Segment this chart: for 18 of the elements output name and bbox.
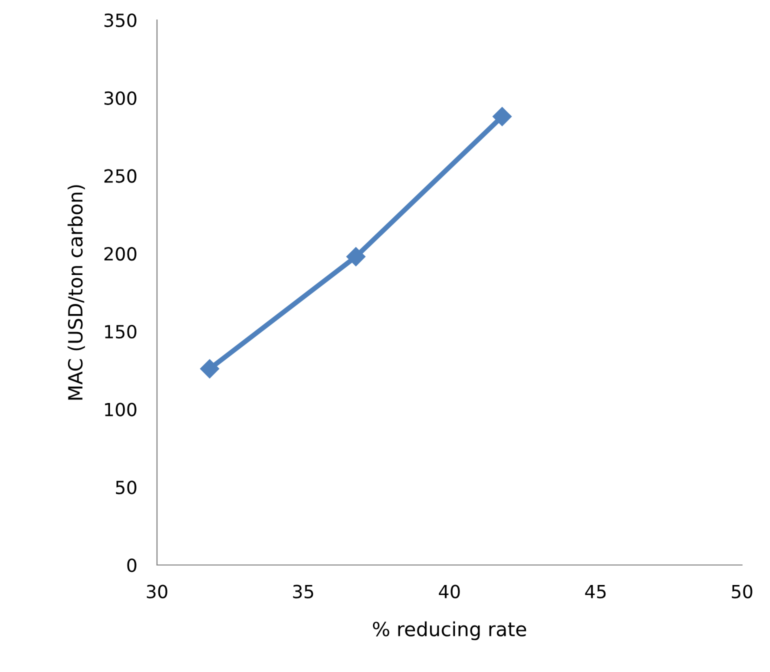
x-tick-label: 50 (732, 584, 752, 598)
point (200, 359, 220, 378)
point (492, 107, 512, 126)
y-tick-label: 250 (104, 169, 136, 183)
y-tick-label: 0 (127, 558, 136, 572)
y-tick-label: 350 (104, 13, 136, 28)
y-axis-title: MAC (USD/ton carbon) (68, 185, 85, 400)
point (346, 247, 366, 266)
y-tick-label: 150 (105, 324, 136, 339)
x-axis-title: % reducing rate (372, 621, 526, 640)
x-tick-label: 35 (293, 584, 314, 598)
y-tick-label: 300 (104, 91, 136, 105)
y-tick-label: 50 (116, 480, 136, 494)
x-tick-label: 30 (146, 584, 168, 598)
y-tick-label: 100 (105, 402, 136, 416)
y-tick-label: 200 (104, 247, 136, 261)
x-tick-label: 40 (438, 584, 460, 598)
x-tick-label: 45 (585, 585, 606, 598)
